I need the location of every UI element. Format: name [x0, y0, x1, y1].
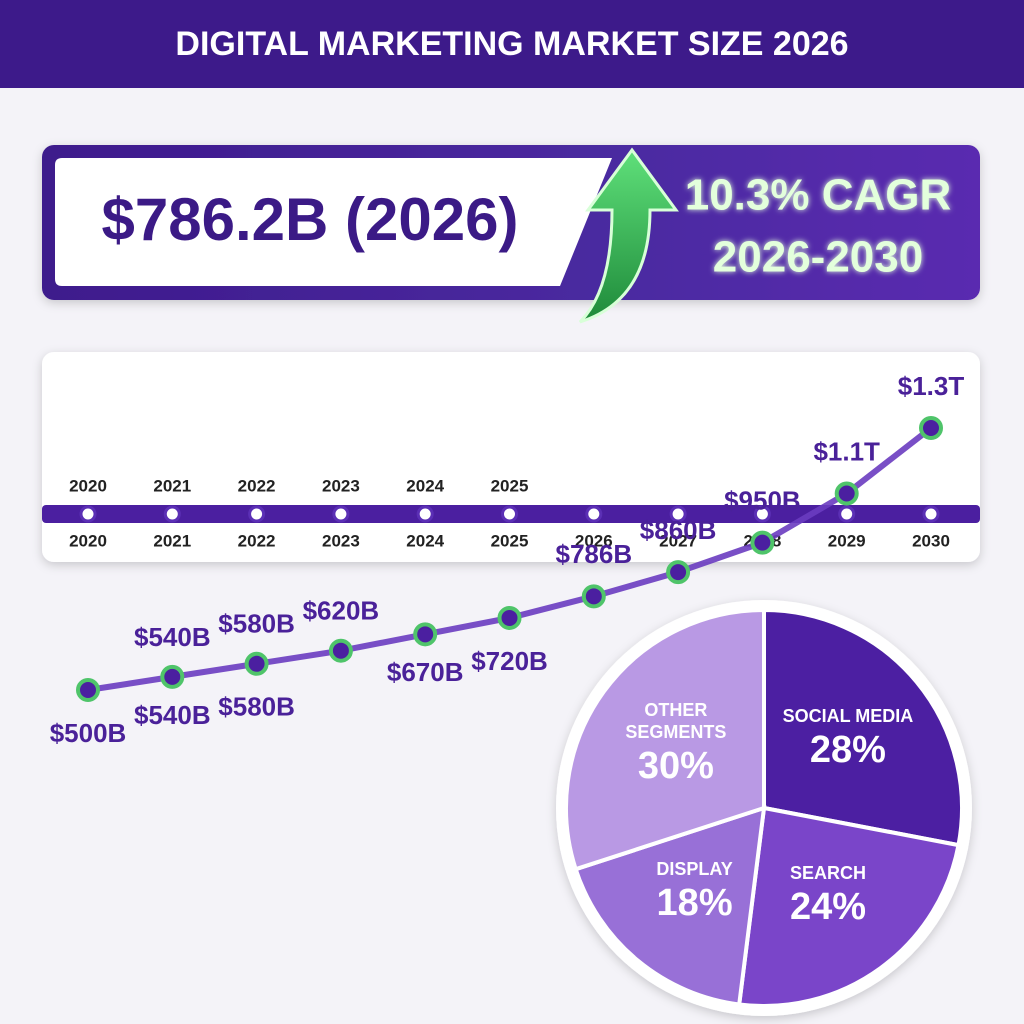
year-node: [669, 505, 687, 523]
year-label: 2023: [322, 476, 360, 495]
year-node: [585, 505, 603, 523]
pie-slice: [762, 607, 964, 848]
year-label: 2021: [153, 531, 191, 550]
year-label: 2026: [575, 531, 613, 550]
year-label: 2020: [69, 476, 107, 495]
year-node: [838, 505, 856, 523]
data-point: [919, 416, 943, 440]
slice-percent: 30%: [637, 744, 714, 787]
value-label: $1.3T: [898, 371, 965, 401]
year-node: [416, 505, 434, 523]
year-label: 2022: [238, 531, 276, 550]
year-node: [248, 505, 266, 523]
year-label: 2022: [238, 476, 276, 495]
value-label: $720B: [471, 646, 548, 676]
slice-percent: 24%: [789, 886, 867, 929]
year-label: 2021: [153, 476, 191, 495]
slice-label: SEARCH 24%: [753, 862, 903, 930]
data-point: [244, 651, 269, 676]
data-point: [413, 622, 438, 647]
data-point: [666, 560, 691, 585]
data-point: [497, 605, 522, 630]
year-label: 2024: [406, 476, 444, 495]
year-label: 2025: [491, 476, 529, 495]
year-label: 2020: [69, 531, 107, 550]
slice-name: SEARCH: [789, 863, 866, 884]
header-band: [0, 0, 1024, 88]
slice-label: OTHER SEGMENTS 30%: [601, 699, 751, 789]
data-point: [750, 530, 775, 555]
year-node: [922, 505, 940, 523]
year-label: 2029: [828, 531, 866, 550]
page-title: DIGITAL MARKETING MARKET SIZE 2026: [175, 25, 848, 63]
slice-label: SOCIAL MEDIA 28%: [773, 705, 923, 773]
year-label: 2027: [659, 531, 697, 550]
headline-period: 2026-2030: [713, 233, 923, 282]
year-node: [79, 505, 97, 523]
year-node: [501, 505, 518, 523]
year-label: 2024: [406, 531, 444, 550]
slice-name: OTHER SEGMENTS: [625, 699, 727, 742]
headline-value: $786.2B (2026): [102, 186, 519, 253]
slice-percent: 28%: [809, 728, 886, 771]
value-label: $950B: [724, 486, 801, 516]
value-label: $580B: [218, 692, 295, 722]
year-node: [163, 505, 181, 523]
headline-inner: [55, 158, 612, 286]
value-label: $540B: [134, 622, 211, 652]
year-label: 2025: [491, 531, 529, 550]
data-point: [328, 638, 353, 663]
slice-name: SOCIAL MEDIA: [782, 705, 914, 726]
slice-label: DISPLAY 18%: [620, 858, 770, 926]
value-label: $860B: [640, 515, 717, 545]
value-label: $1.1T: [813, 436, 880, 466]
pie-slice: [736, 805, 961, 1008]
value-label: $580B: [218, 609, 295, 639]
data-point: [834, 481, 859, 506]
headline-growth: 10.3% CAGR: [685, 171, 952, 220]
value-label: $670B: [387, 657, 464, 687]
year-node: [753, 505, 771, 523]
data-point: [76, 678, 100, 702]
slice-name: DISPLAY: [656, 858, 733, 879]
slice-percent: 18%: [656, 881, 733, 924]
data-point: [160, 664, 185, 689]
pie-slice: [564, 607, 766, 872]
year-label: 2030: [912, 531, 950, 550]
data-point: [581, 584, 606, 609]
value-label: $540B: [134, 700, 211, 730]
year-label: 2023: [322, 531, 360, 550]
growth-arrow: [578, 147, 679, 324]
value-label: $786B: [555, 539, 632, 569]
year-node: [332, 505, 350, 523]
pie-slice: [573, 805, 767, 1007]
value-label: $500B: [50, 718, 127, 748]
value-label: $620B: [303, 596, 380, 626]
